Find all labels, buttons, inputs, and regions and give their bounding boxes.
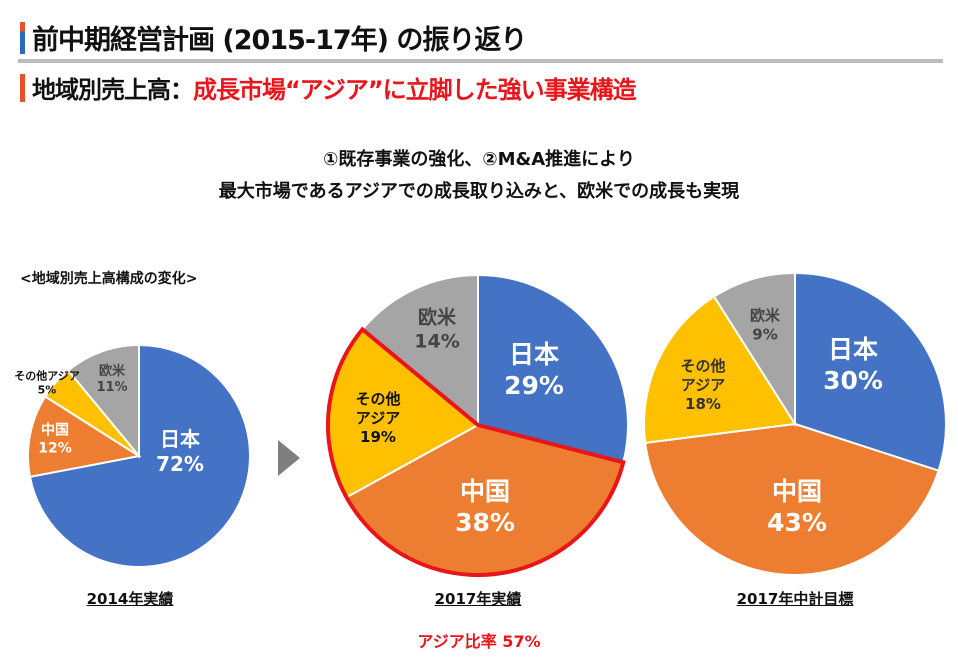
pie1-label-japan: 日本 72% (156, 427, 204, 476)
arrow-icon (278, 440, 300, 476)
pie1-slice-west (66, 343, 140, 459)
pie3-label-china: 中国 43% (767, 476, 827, 537)
lead-line-2: 最大市場であるアジアでの成長取り込みと、欧米での成長も実現 (218, 181, 740, 202)
page-title: 前中期経営計画 (2015-17年) の振り返り (32, 25, 527, 56)
lead-line-1: ①既存事業の強化、②M&A推進により (323, 149, 635, 170)
asia-highlight-outline (326, 326, 626, 577)
pie2-caption: 2017年実績 (434, 590, 522, 608)
pie3-label-other-asia: その他 アジア 18% (680, 356, 726, 413)
pie3-label-west: 欧米 9% (749, 306, 781, 343)
pie2-label-china: 中国 38% (455, 476, 515, 537)
pie2-label-japan: 日本 29% (504, 339, 564, 400)
subtitle-highlight: 成長市場“アジア”に立脚した強い事業構造 (193, 76, 637, 104)
title-accent-bar (20, 22, 25, 54)
pie2-slice-japan (477, 273, 629, 464)
pie3-slice-japan (794, 271, 947, 472)
pie3-slice-west (712, 271, 796, 428)
asia-ratio-annotation: アジア比率 57% (417, 632, 541, 651)
pie1-caption: 2014年実績 (86, 590, 174, 608)
subtitle-prefix: 地域別売上高： (32, 76, 194, 104)
pie3-slice-other-asia (643, 295, 797, 445)
pie3-caption: 2017年中計目標 (736, 590, 854, 608)
subtitle: 地域別売上高：成長市場“アジア”に立脚した強い事業構造 (32, 70, 637, 105)
pie2-label-other-asia: その他 アジア 19% (355, 389, 401, 446)
pie2-label-west: 欧米 14% (414, 306, 460, 352)
pie1-label-west: 欧米 11% (96, 363, 128, 395)
section-label: <地域別売上高構成の変化> (20, 271, 198, 287)
pie1-label-other-asia: その他アジア 5% (14, 369, 80, 396)
pie1-slice-china (27, 395, 142, 478)
subtitle-accent-bar (20, 74, 25, 102)
pie2-slice-west (361, 273, 479, 428)
divider (18, 59, 943, 63)
pie3-label-japan: 日本 30% (823, 334, 883, 395)
pie3-slice-china (644, 422, 940, 576)
pie1-label-china: 中国 12% (38, 422, 72, 457)
